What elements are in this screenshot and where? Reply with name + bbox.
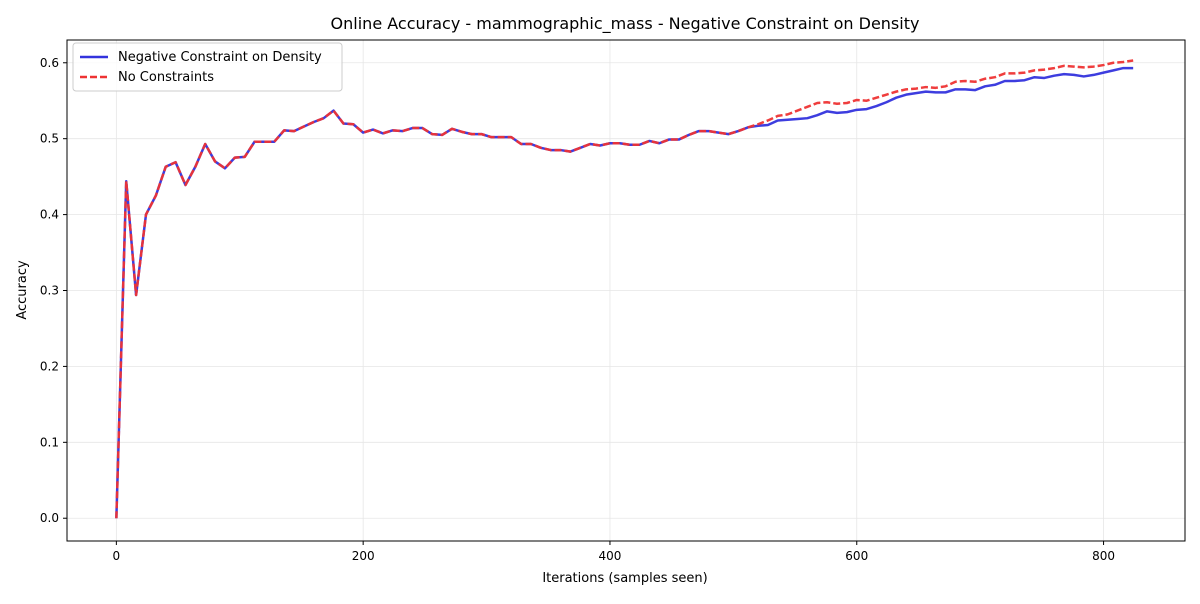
y-tick-label: 0.0 — [40, 511, 59, 525]
x-tick-label: 400 — [599, 549, 622, 563]
y-tick-label: 0.4 — [40, 208, 59, 222]
series-lines — [115, 59, 1134, 519]
y-tick-label: 0.5 — [40, 132, 59, 146]
y-tick-label: 0.2 — [40, 359, 59, 373]
grid-lines — [67, 40, 1185, 541]
x-tick-label: 200 — [352, 549, 375, 563]
legend-label-negative-constraint: Negative Constraint on Density — [118, 50, 322, 65]
series-line-no-constraints — [115, 59, 1134, 519]
x-tick-label: 800 — [1092, 549, 1115, 563]
axis-ticks: 0 200 400 600 800 0.0 0.1 0.2 0.3 0.4 0.5 0.6 — [40, 56, 1115, 563]
legend-box — [72, 42, 343, 92]
y-tick-label: 0.6 — [40, 56, 59, 70]
x-tick-label: 0 — [113, 549, 121, 563]
legend: Negative Constraint on Density No Constr… — [72, 42, 343, 92]
x-tick-label: 600 — [845, 549, 868, 563]
x-axis-title: Iterations (samples seen) — [542, 571, 707, 586]
y-tick-label: 0.1 — [40, 435, 59, 449]
legend-label-no-constraints: No Constraints — [118, 70, 214, 85]
y-axis-title: Accuracy — [15, 260, 30, 320]
series-line-negative-constraint-on-density — [115, 66, 1134, 519]
y-tick-label: 0.3 — [40, 284, 59, 298]
chart-title: Online Accuracy - mammographic_mass - Ne… — [331, 14, 920, 34]
